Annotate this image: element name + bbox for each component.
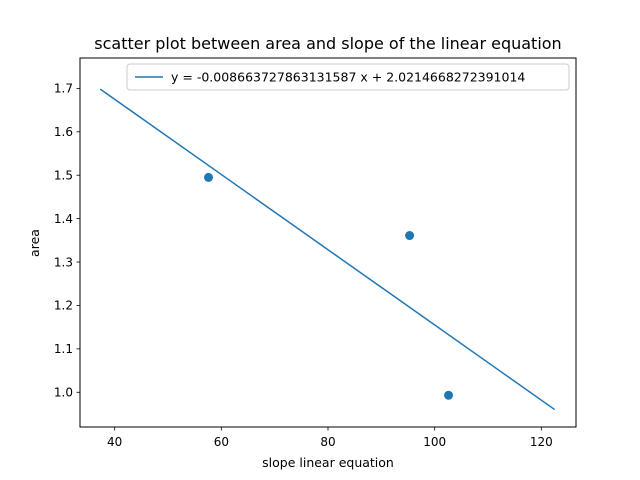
x-tick-label: 100 (423, 435, 446, 449)
y-axis-label: area (27, 229, 42, 257)
x-tick-label: 40 (107, 435, 122, 449)
y-tick-label: 1.3 (54, 255, 73, 269)
data-point-2 (405, 231, 415, 241)
legend-label: y = -0.008663727863131587 x + 2.02146682… (171, 70, 525, 85)
y-tick-label: 1.6 (54, 125, 73, 139)
x-tick-label: 80 (320, 435, 335, 449)
x-axis-label: slope linear equation (262, 455, 394, 470)
y-tick-label: 1.0 (54, 386, 73, 400)
legend-box (126, 63, 570, 91)
chart-title: scatter plot between area and slope of t… (94, 34, 561, 53)
y-tick-label: 1.4 (54, 212, 73, 226)
y-axis: 1.0 1.1 1.2 1.3 1.4 1.5 1.6 1.7 (54, 82, 80, 400)
regression-line (99, 88, 556, 411)
y-tick-label: 1.5 (54, 169, 73, 183)
y-tick-label: 1.1 (54, 342, 73, 356)
y-tick-label: 1.2 (54, 299, 73, 313)
y-tick-label: 1.7 (54, 82, 73, 96)
plot-content (99, 88, 556, 411)
x-tick-label: 120 (530, 435, 553, 449)
x-axis: 40 60 80 100 120 (107, 427, 553, 449)
legend: y = -0.008663727863131587 x + 2.02146682… (126, 63, 570, 91)
x-tick-label: 60 (214, 435, 229, 449)
data-point-3 (444, 390, 454, 400)
data-point-1 (204, 172, 214, 182)
